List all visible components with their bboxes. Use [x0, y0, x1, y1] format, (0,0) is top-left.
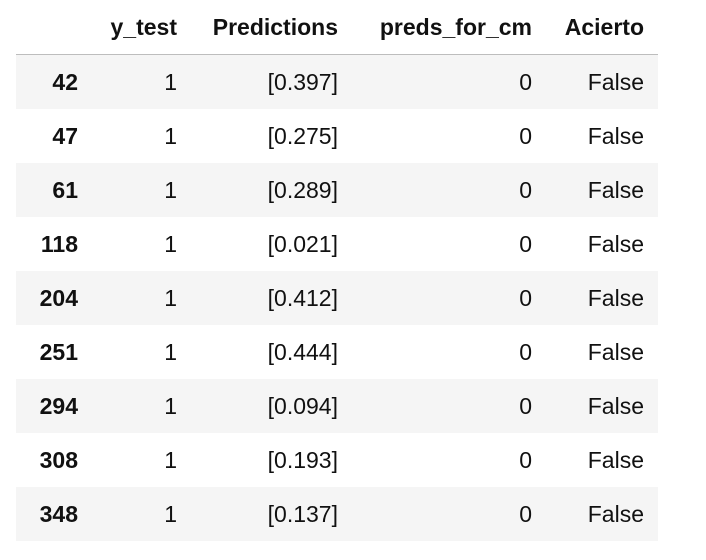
predictions-cell: [0.021]: [267, 230, 338, 257]
predictions-cell: [0.137]: [267, 500, 338, 527]
row-index: 348: [39, 500, 78, 527]
row-index: 251: [39, 338, 78, 365]
predictions-cell: [0.275]: [267, 122, 338, 149]
preds-for-cm-cell: 0: [519, 338, 532, 365]
predictions-cell: [0.397]: [267, 68, 338, 95]
table-body: 42 1 [0.397] 0 False 47 1 [0.275] 0 Fals…: [16, 54, 658, 541]
table-row: 348 1 [0.137] 0 False: [16, 487, 658, 541]
table-row: 294 1 [0.094] 0 False: [16, 379, 658, 433]
predictions-column-header: Predictions: [191, 0, 352, 55]
row-index: 47: [52, 122, 78, 149]
preds-for-cm-cell: 0: [519, 392, 532, 419]
y-test-cell: 1: [164, 338, 177, 365]
dataframe-table: y_test Predictions preds_for_cm Acierto …: [16, 0, 658, 541]
preds-for-cm-cell: 0: [519, 284, 532, 311]
y-test-column-header: y_test: [78, 0, 191, 55]
header-row: y_test Predictions preds_for_cm Acierto: [16, 0, 658, 55]
row-index: 204: [39, 284, 78, 311]
acierto-cell: False: [587, 338, 644, 365]
dataframe-output: y_test Predictions preds_for_cm Acierto …: [16, 0, 658, 541]
row-index: 308: [39, 446, 78, 473]
table-header: y_test Predictions preds_for_cm Acierto: [16, 0, 658, 55]
predictions-cell: [0.094]: [267, 392, 338, 419]
y-test-cell: 1: [164, 446, 177, 473]
preds-for-cm-cell: 0: [519, 68, 532, 95]
acierto-cell: False: [587, 500, 644, 527]
acierto-cell: False: [587, 176, 644, 203]
predictions-cell: [0.412]: [267, 284, 338, 311]
acierto-column-header: Acierto: [546, 0, 658, 55]
table-row: 204 1 [0.412] 0 False: [16, 271, 658, 325]
y-test-cell: 1: [164, 392, 177, 419]
acierto-cell: False: [587, 284, 644, 311]
table-row: 251 1 [0.444] 0 False: [16, 325, 658, 379]
table-row: 308 1 [0.193] 0 False: [16, 433, 658, 487]
preds-for-cm-cell: 0: [519, 446, 532, 473]
acierto-cell: False: [587, 122, 644, 149]
row-index: 118: [40, 230, 78, 257]
index-column-header: [16, 0, 78, 55]
preds-for-cm-cell: 0: [519, 230, 532, 257]
predictions-cell: [0.444]: [267, 338, 338, 365]
acierto-cell: False: [587, 68, 644, 95]
y-test-cell: 1: [164, 176, 177, 203]
predictions-cell: [0.289]: [267, 176, 338, 203]
acierto-cell: False: [587, 392, 644, 419]
table-row: 118 1 [0.021] 0 False: [16, 217, 658, 271]
y-test-cell: 1: [164, 68, 177, 95]
acierto-cell: False: [587, 446, 644, 473]
table-row: 61 1 [0.289] 0 False: [16, 163, 658, 217]
y-test-cell: 1: [164, 122, 177, 149]
y-test-cell: 1: [164, 500, 177, 527]
table-row: 42 1 [0.397] 0 False: [16, 54, 658, 109]
row-index: 42: [52, 68, 78, 95]
preds-for-cm-cell: 0: [519, 500, 532, 527]
preds-for-cm-cell: 0: [519, 176, 532, 203]
acierto-cell: False: [587, 230, 644, 257]
row-index: 61: [52, 176, 78, 203]
predictions-cell: [0.193]: [267, 446, 338, 473]
table-row: 47 1 [0.275] 0 False: [16, 109, 658, 163]
y-test-cell: 1: [164, 230, 177, 257]
preds-for-cm-cell: 0: [519, 122, 532, 149]
y-test-cell: 1: [164, 284, 177, 311]
row-index: 294: [39, 392, 78, 419]
preds-for-cm-column-header: preds_for_cm: [352, 0, 546, 55]
